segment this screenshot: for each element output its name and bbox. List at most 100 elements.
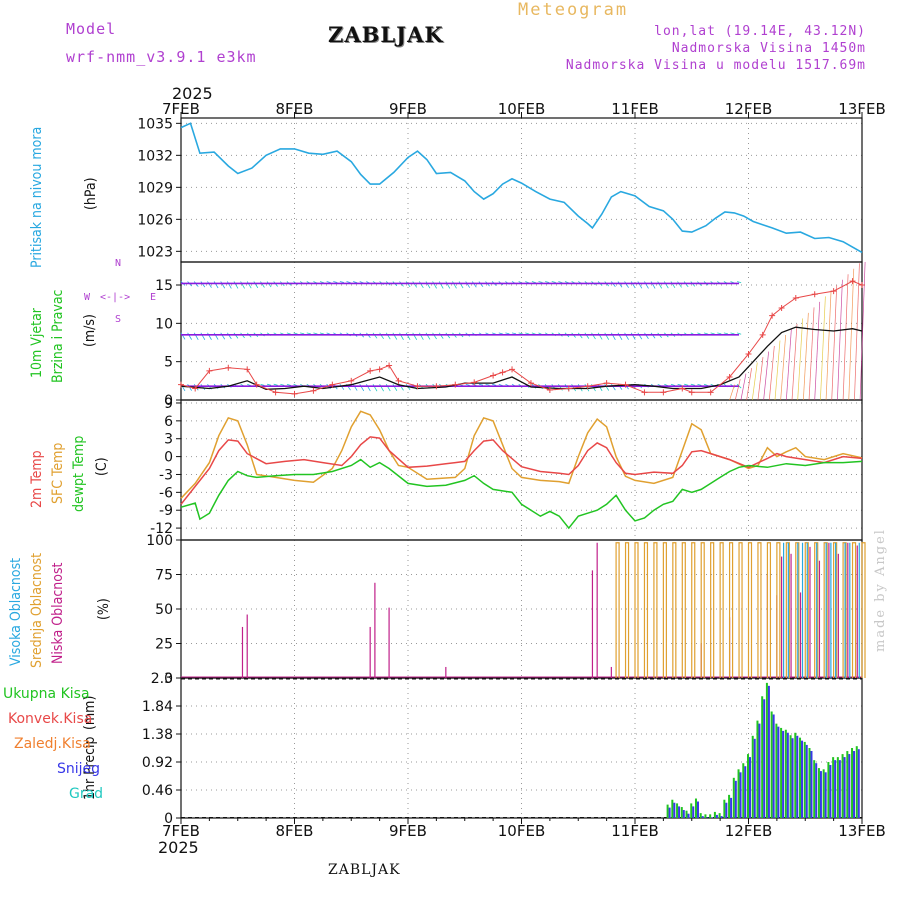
wind-gust-marker <box>603 380 610 387</box>
wind-direction-hatch <box>558 281 563 284</box>
precip-snow-bar <box>678 806 681 818</box>
temperature-ytick-label: 3 <box>164 432 173 448</box>
cloud-ytick-label: 25 <box>155 637 173 653</box>
wind-direction-hatch <box>200 332 206 341</box>
precip-snow-bar <box>706 817 709 818</box>
wind-gust-marker <box>660 389 667 396</box>
precip-snow-bar <box>838 760 841 818</box>
legend-convective-rain: Konvek.Kisa <box>8 711 93 727</box>
wind-direction-hatch <box>346 281 351 283</box>
wind-gust-hatch <box>774 340 781 401</box>
cloud-mid-bar <box>624 542 630 678</box>
cloud-mid-bar <box>719 542 724 678</box>
wind-direction-hatch <box>220 332 226 340</box>
x-tick-bottom: 10FEB <box>498 822 545 840</box>
compass-e: E <box>150 292 157 303</box>
cloud-mid-bar <box>747 542 753 678</box>
wind-direction-hatch <box>180 332 186 340</box>
wind-direction-hatch <box>478 383 484 386</box>
precip-rain-bar <box>728 794 731 818</box>
precip-snow-bar <box>843 757 846 818</box>
wind-direction-hatch <box>260 281 265 288</box>
wind-gust-marker <box>584 383 591 390</box>
wind-gust-marker <box>546 387 553 394</box>
precip-rain-bar <box>855 746 858 818</box>
wind-direction-hatch <box>266 383 272 386</box>
wind-direction-hatch <box>220 281 226 289</box>
wind-direction-hatch <box>273 383 278 386</box>
precip-rain-bar <box>799 737 802 818</box>
wind-gust-marker <box>192 385 199 392</box>
precip-snow-bar <box>767 685 770 818</box>
precip-snow-bar <box>782 730 785 818</box>
precip-rain-bar <box>803 741 806 818</box>
wind-direction-hatch <box>353 281 358 284</box>
wind-gust-marker <box>759 331 766 338</box>
wind-gust-hatch <box>820 296 826 401</box>
temperature-ytick-label: -3 <box>159 467 173 483</box>
wind-gust-hatch <box>797 318 804 401</box>
station-title: ZABLJAK <box>328 22 444 47</box>
wind-direction-hatch <box>677 281 682 288</box>
wind-gust-hatch <box>785 329 792 401</box>
precip-rain-bar <box>827 762 830 818</box>
wind-direction-hatch <box>280 383 285 386</box>
temperature-ytick-label: -9 <box>159 503 173 519</box>
x-tick-bottom: 11FEB <box>611 822 658 840</box>
wind-direction-hatch <box>525 332 530 335</box>
wind-direction-hatch <box>246 281 252 289</box>
wind-direction-hatch <box>637 281 643 289</box>
wind-gust-marker <box>830 288 837 295</box>
year-bottom: 2025 <box>158 838 199 857</box>
precip-snow-bar <box>791 738 794 818</box>
precip-rain-bar <box>817 768 820 818</box>
wind-direction-hatch <box>319 332 325 335</box>
wind-direction-hatch <box>372 384 378 392</box>
temperature-ytick-label: -6 <box>159 485 173 501</box>
wind-direction-hatch <box>584 332 590 339</box>
model-label: Model <box>66 20 117 38</box>
wind-direction-hatch <box>644 281 649 289</box>
precip-snow-bar <box>730 797 733 818</box>
wind-direction-hatch <box>624 332 629 340</box>
year-top: 2025 <box>172 84 213 103</box>
wind-direction-hatch <box>485 383 490 386</box>
precip-snow-bar <box>715 814 718 818</box>
wind-direction-hatch <box>630 332 636 340</box>
wind-gust-marker <box>565 385 572 392</box>
precip-rain-bar <box>666 804 669 818</box>
wind-direction-hatch <box>438 332 444 339</box>
wind-gust-marker <box>386 362 393 369</box>
wind-gust-marker <box>376 366 383 373</box>
wind-gust-hatch <box>729 384 735 401</box>
cloud-mid-bar <box>672 542 677 678</box>
wind-gust-hatch <box>746 368 752 401</box>
wind-direction-hatch <box>385 332 391 340</box>
wind-direction-hatch <box>531 281 537 284</box>
precip-rain-bar <box>676 803 679 818</box>
wind-direction-hatch <box>511 332 517 335</box>
precip-snow-bar <box>749 757 751 818</box>
wind-gust-marker <box>178 381 184 388</box>
model-altitude-text: Nadmorska Visina u modelu 1517.69m <box>565 58 866 73</box>
wind-direction-hatch <box>326 281 331 283</box>
wind-direction-hatch <box>425 281 431 289</box>
cloud-mid-bar <box>710 542 715 678</box>
wind-direction-hatch <box>611 332 616 341</box>
precip-snow-bar <box>725 802 728 818</box>
precip-rain-bar <box>851 748 854 818</box>
wind-direction-hatch <box>207 281 212 288</box>
wind-gust-marker <box>811 291 818 298</box>
temperature-ytick-label: -12 <box>150 521 173 537</box>
x-tick-top: 7FEB <box>162 100 200 118</box>
wind-gust-marker <box>726 374 733 380</box>
cloud-mid-bar <box>700 542 705 678</box>
precip-rain-bar <box>784 729 787 818</box>
precip-snow-bar <box>796 735 799 818</box>
wind-direction-hatch <box>737 332 742 335</box>
wind-direction-hatch <box>405 332 411 341</box>
precip-rain-bar <box>836 757 839 818</box>
wind-gust-marker <box>859 282 865 288</box>
wind-direction-hatch <box>432 281 437 289</box>
wind-direction-hatch <box>538 281 543 283</box>
